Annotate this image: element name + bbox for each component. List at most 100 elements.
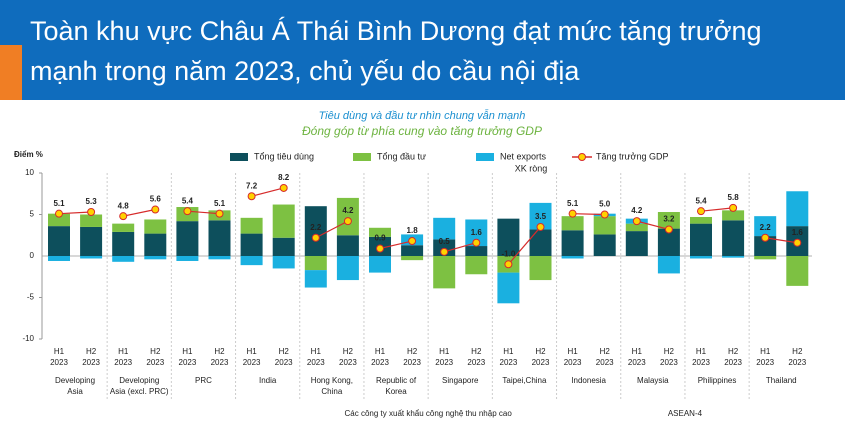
gdp-line xyxy=(187,210,220,215)
data-label: 3.2 xyxy=(663,215,675,224)
super-group-label: Các công ty xuất khẩu công nghệ thu nhập… xyxy=(345,409,513,418)
bar-segment xyxy=(176,256,199,261)
bar-segment xyxy=(240,217,263,234)
group-label: Indonesia xyxy=(571,376,606,385)
bar-segment xyxy=(144,219,167,234)
gdp-marker xyxy=(55,209,63,218)
bar-segment xyxy=(48,226,70,256)
group-label: Korea xyxy=(385,387,407,396)
bar-segment xyxy=(786,256,809,286)
x-tick-label: 2023 xyxy=(596,358,614,367)
x-tick-label: H2 xyxy=(407,347,418,356)
bar-segment xyxy=(465,246,488,256)
x-tick-label: 2023 xyxy=(660,358,678,367)
y-tick-label: -5 xyxy=(27,293,35,302)
bar-segment xyxy=(80,226,103,256)
bar-segment xyxy=(336,256,359,281)
data-label: 5.1 xyxy=(53,199,65,208)
gdp-line xyxy=(251,187,284,197)
bar-segment xyxy=(561,230,584,256)
gdp-marker xyxy=(632,217,641,226)
gdp-marker xyxy=(247,192,256,201)
x-tick-label: H2 xyxy=(600,347,611,356)
super-group-label: ASEAN-4 xyxy=(668,409,703,418)
data-label: 5.6 xyxy=(150,195,162,204)
gdp-marker xyxy=(536,222,545,231)
x-tick-label: 2023 xyxy=(467,358,485,367)
gdp-marker xyxy=(664,225,673,234)
x-tick-label: 2023 xyxy=(500,358,518,367)
data-label: 7.2 xyxy=(246,181,258,190)
bar-segment xyxy=(593,216,616,235)
gdp-marker xyxy=(279,183,288,192)
data-label: 4.2 xyxy=(631,206,643,215)
x-tick-label: H1 xyxy=(118,347,129,356)
group-label: Asia (excl. PRC) xyxy=(110,387,169,396)
gdp-marker xyxy=(697,207,705,216)
annotation: XK ròng xyxy=(515,163,548,173)
bar-segment xyxy=(497,272,520,304)
y-tick-label: -10 xyxy=(22,334,34,343)
x-tick-label: 2023 xyxy=(371,358,389,367)
data-label: -1.0 xyxy=(502,249,516,258)
bar-segment xyxy=(497,218,520,256)
data-label: 5.3 xyxy=(86,197,98,206)
data-label: 4.8 xyxy=(118,201,130,210)
gdp-marker xyxy=(311,233,320,242)
data-label: 5.1 xyxy=(214,199,226,208)
data-label: 2.2 xyxy=(310,223,322,232)
gdp-marker xyxy=(343,217,352,226)
x-tick-label: H1 xyxy=(375,347,386,356)
bar-segment xyxy=(80,256,103,259)
gdp-marker xyxy=(729,203,738,212)
bar-segment xyxy=(754,236,777,256)
gdp-marker xyxy=(568,209,577,218)
gdp-marker xyxy=(183,207,192,216)
gdp-line xyxy=(572,213,605,216)
bar-segment xyxy=(625,231,648,256)
x-tick-label: H1 xyxy=(182,347,193,356)
bar-segment xyxy=(240,233,263,256)
bar-segment xyxy=(336,235,359,256)
x-tick-label: H2 xyxy=(792,347,803,356)
y-tick-label: 10 xyxy=(25,168,34,177)
group-label: Hong Kong, xyxy=(311,376,353,385)
data-label: 5.1 xyxy=(567,199,579,208)
x-tick-label: 2023 xyxy=(243,358,261,367)
gdp-line xyxy=(379,240,413,250)
header-title: mạnh trong năm 2023, chủ yếu do cầu nội … xyxy=(30,56,580,86)
bar-segment xyxy=(369,227,391,237)
x-tick-label: 2023 xyxy=(692,358,710,367)
y-tick-label: 0 xyxy=(30,251,35,260)
bar-segment xyxy=(304,206,327,256)
bar-segment xyxy=(208,220,231,256)
legend-swatch xyxy=(353,153,371,161)
x-tick-label: 2023 xyxy=(307,358,325,367)
gdp-marker xyxy=(761,233,770,242)
gdp-marker xyxy=(504,260,513,269)
bar-segment xyxy=(433,256,456,289)
bar-segment xyxy=(529,256,552,281)
x-tick-label: 2023 xyxy=(564,358,582,367)
x-tick-label: 2023 xyxy=(275,358,293,367)
gdp-marker xyxy=(600,210,609,219)
x-tick-label: 2023 xyxy=(146,358,164,367)
group-label: India xyxy=(259,376,277,385)
legend-label: Net exports xyxy=(500,151,547,161)
x-tick-label: H2 xyxy=(86,347,97,356)
bar-segment xyxy=(208,256,231,260)
bar-segment xyxy=(561,256,584,259)
bar-segment xyxy=(722,256,745,258)
data-label: 8.2 xyxy=(278,173,290,182)
bar-segment xyxy=(722,220,745,256)
x-tick-label: H1 xyxy=(246,347,257,356)
header-band xyxy=(0,0,845,100)
legend-label: Tổng tiêu dùng xyxy=(254,151,314,161)
x-tick-label: 2023 xyxy=(339,358,357,367)
x-tick-label: H1 xyxy=(439,347,450,356)
legend-marker xyxy=(578,153,586,161)
legend-label: Tổng đầu tư xyxy=(377,151,426,161)
x-tick-label: H1 xyxy=(696,347,707,356)
header-title: Toàn khu vực Châu Á Thái Bình Dương đạt … xyxy=(30,16,762,46)
bar-segment xyxy=(304,256,327,271)
